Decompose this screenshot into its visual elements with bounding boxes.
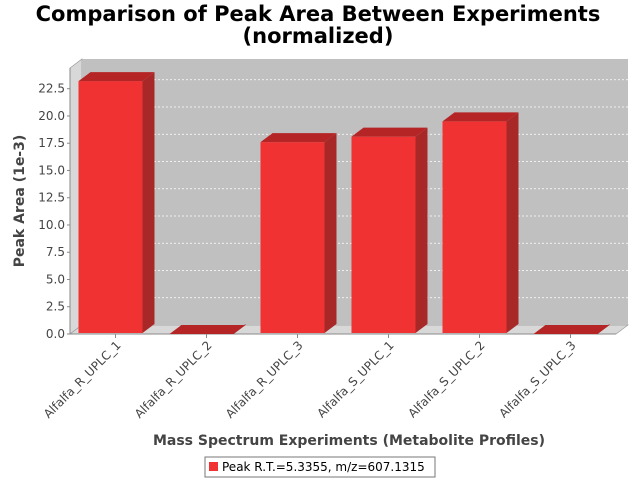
y-tick-label: 17.5	[38, 136, 65, 150]
x-tick-label: Alfalfa_S_UPLC_2	[405, 338, 487, 420]
y-axis-ticks: 0.0 2.5 5.0 7.5 10.0 12.5 15.0 17.5 20.0 22.5	[38, 82, 70, 341]
legend-box	[204, 456, 436, 478]
bar-side	[415, 127, 428, 333]
bar-top	[260, 133, 337, 143]
y-tick-label: 10.0	[38, 218, 65, 232]
legend-swatch	[209, 462, 218, 471]
y-tick-label: 20.0	[38, 109, 65, 123]
y-tick-label: 2.5	[46, 300, 65, 314]
bar-side	[506, 112, 519, 333]
y-tick-label: 7.5	[46, 245, 65, 259]
bar	[78, 81, 143, 333]
bar-top	[78, 72, 155, 82]
bar-side	[142, 72, 155, 333]
bar-top	[533, 325, 610, 334]
bars	[78, 72, 610, 334]
y-axis-label: Peak Area (1e-3)	[12, 135, 28, 268]
bar-side	[324, 133, 337, 333]
legend-entry: Peak R.T.=5.3355, m/z=607.1315	[222, 460, 425, 474]
bar	[260, 142, 325, 333]
x-tick-label: Alfalfa_R_UPLC_1	[41, 338, 124, 421]
y-tick-label: 12.5	[38, 191, 65, 205]
x-tick-label: Alfalfa_R_UPLC_3	[223, 338, 306, 421]
x-axis-ticks: Alfalfa_R_UPLC_1 Alfalfa_R_UPLC_2 Alfalfa_…	[41, 334, 579, 421]
bar	[442, 121, 507, 333]
x-tick-label: Alfalfa_S_UPLC_1	[314, 338, 396, 420]
chart-subtitle: (normalized)	[243, 24, 394, 48]
bar-top	[169, 325, 246, 334]
chart-title: Comparison of Peak Area Between Experime…	[36, 2, 601, 26]
legend: Peak R.T.=5.3355, m/z=607.1315	[204, 456, 436, 478]
y-tick-label: 0.0	[46, 327, 65, 341]
y-tick-label: 5.0	[46, 272, 65, 286]
x-tick-label: Alfalfa_S_UPLC_3	[496, 338, 578, 420]
x-tick-label: Alfalfa_R_UPLC_2	[132, 338, 215, 421]
y-tick-label: 15.0	[38, 163, 65, 177]
y-tick-label: 22.5	[38, 82, 65, 96]
x-axis-label: Mass Spectrum Experiments (Metabolite Pr…	[153, 433, 545, 449]
bar-top	[442, 112, 519, 122]
bar	[351, 136, 416, 333]
bar-top	[351, 127, 428, 137]
